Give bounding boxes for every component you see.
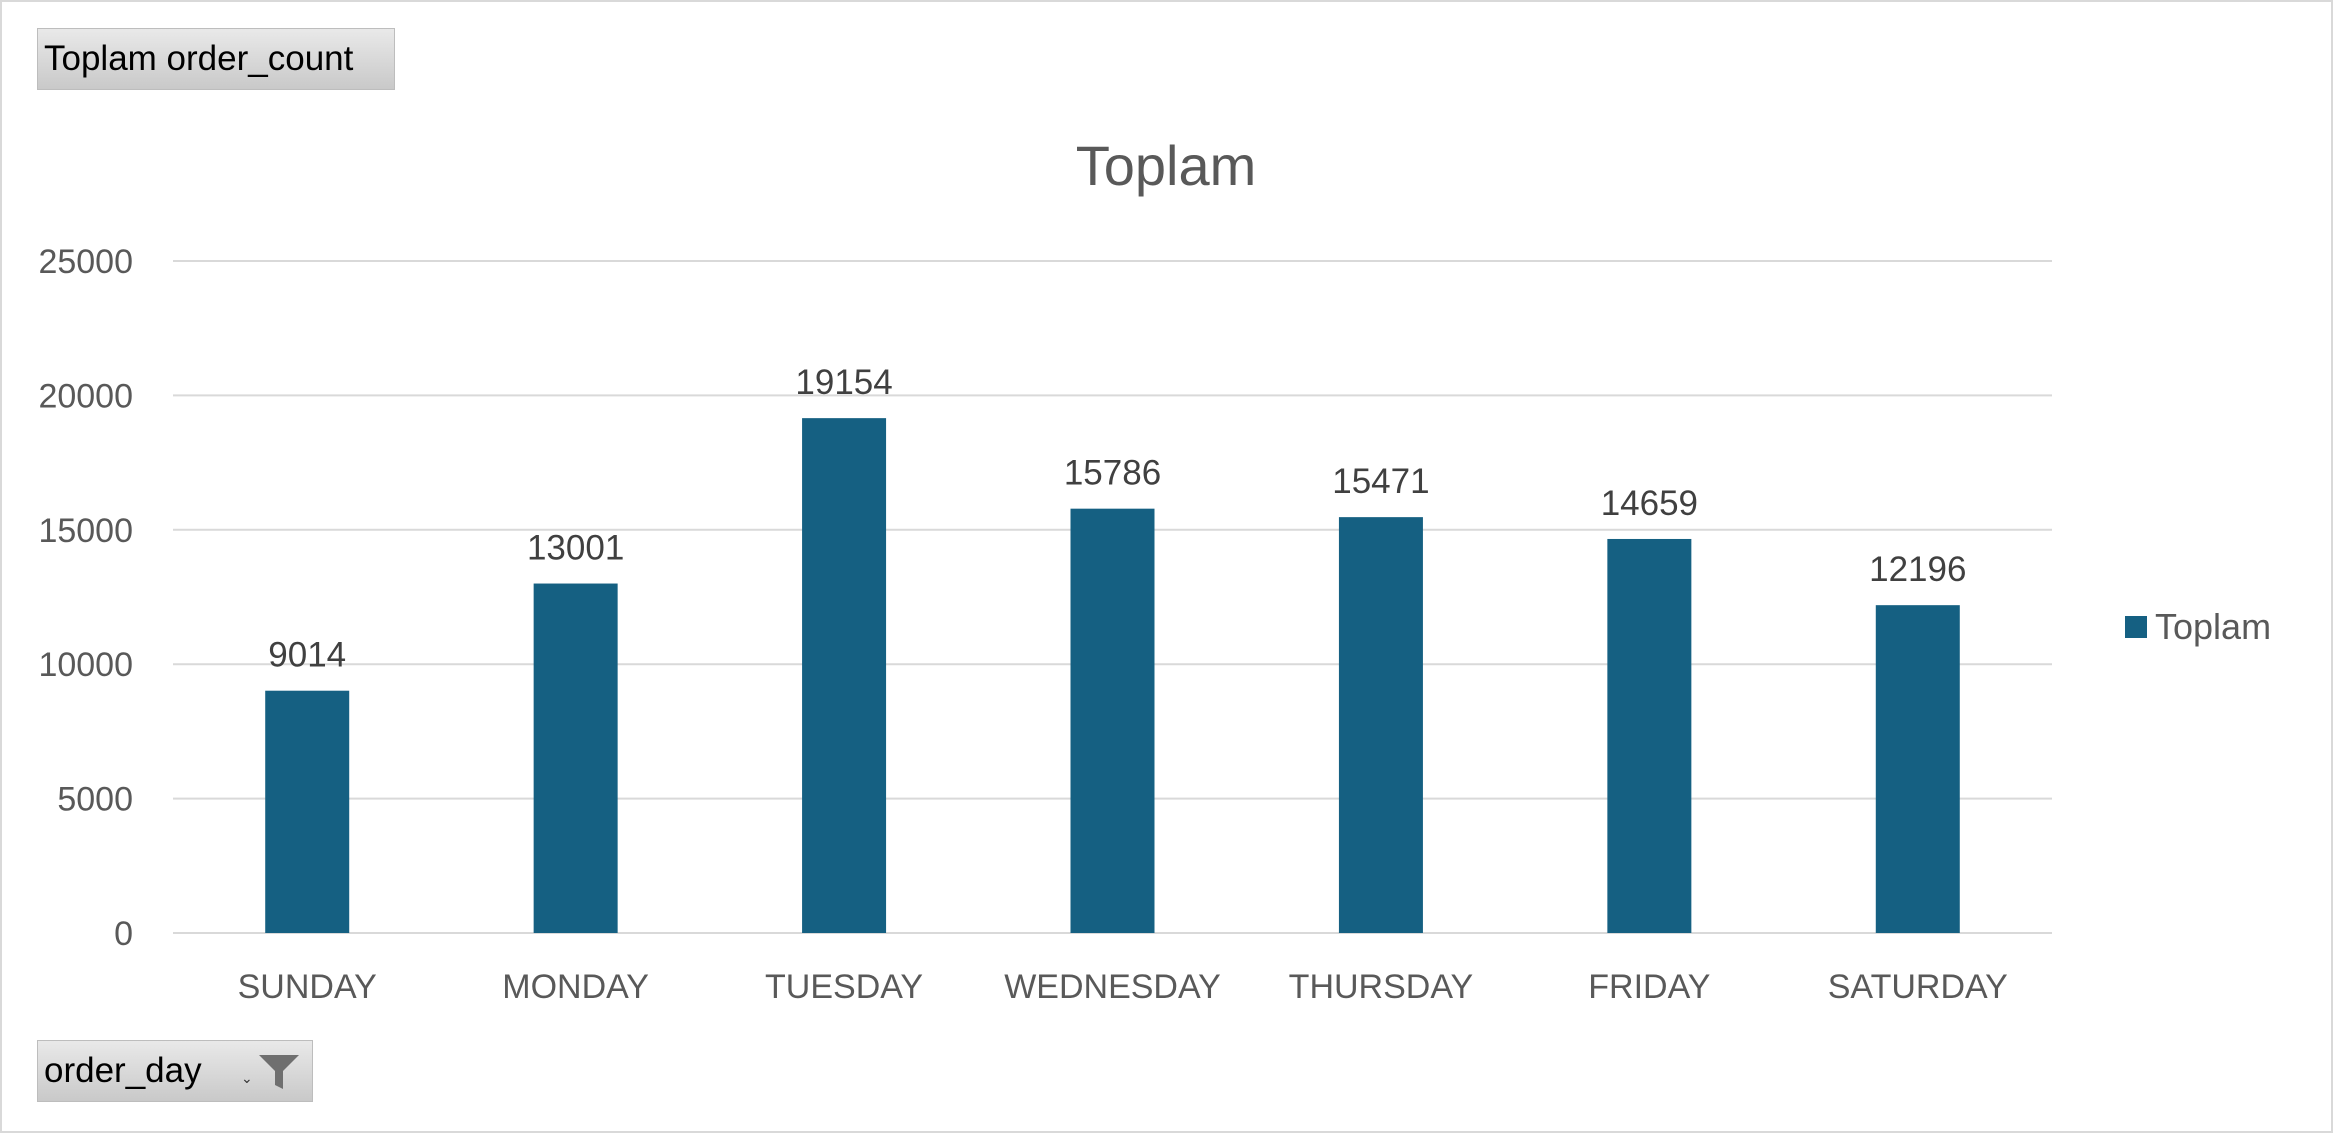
category-label: SUNDAY <box>238 968 377 1006</box>
legend-swatch <box>2125 616 2147 638</box>
data-label: 14659 <box>1601 484 1698 523</box>
bar-friday[interactable] <box>1607 538 1692 933</box>
y-tick-label: 15000 <box>38 512 133 550</box>
data-label: 15471 <box>1332 462 1429 501</box>
data-label: 9014 <box>268 636 346 675</box>
category-label: SATURDAY <box>1828 968 2008 1006</box>
y-tick-label: 20000 <box>38 377 133 415</box>
category-label: TUESDAY <box>765 968 923 1006</box>
bar-tuesday[interactable] <box>802 418 887 933</box>
bar-wednesday[interactable] <box>1070 508 1155 933</box>
data-label: 12196 <box>1869 550 1966 589</box>
legend[interactable]: Toplam <box>2125 606 2271 647</box>
data-label: 13001 <box>527 529 624 568</box>
axis-field-button[interactable]: order_day ⌄ <box>37 1040 313 1102</box>
y-tick-label: 0 <box>114 915 133 953</box>
y-tick-label: 5000 <box>57 781 133 819</box>
bars <box>265 418 1960 933</box>
y-axis-ticks: 0 5000 10000 15000 20000 25000 <box>38 243 133 953</box>
bar-thursday[interactable] <box>1338 517 1423 933</box>
chart-title: Toplam <box>1076 134 1257 197</box>
y-tick-label: 25000 <box>38 243 133 281</box>
data-label: 19154 <box>795 363 892 402</box>
category-label: MONDAY <box>502 968 649 1006</box>
value-field-label: Toplam order_count <box>44 39 354 78</box>
category-label: FRIDAY <box>1588 968 1710 1006</box>
y-tick-label: 10000 <box>38 646 133 684</box>
legend-label: Toplam <box>2155 606 2271 647</box>
bar-monday[interactable] <box>533 583 618 933</box>
category-label: WEDNESDAY <box>1004 968 1221 1006</box>
axis-field-label: order_day <box>44 1051 202 1090</box>
data-label: 15786 <box>1064 454 1161 493</box>
x-axis-categories: SUNDAY MONDAY TUESDAY WEDNESDAY THURSDAY FRID… <box>238 968 2008 1006</box>
funnel-filter-icon[interactable] <box>256 1051 302 1093</box>
data-labels: 9014 13001 19154 15786 15471 14659 12196 <box>268 363 1966 675</box>
bar-saturday[interactable] <box>1875 605 1960 933</box>
bar-sunday[interactable] <box>265 690 350 933</box>
dropdown-arrow-icon[interactable]: ⌄ <box>241 1070 253 1086</box>
category-label: THURSDAY <box>1289 968 1474 1006</box>
value-field-button[interactable]: Toplam order_count <box>37 28 395 90</box>
